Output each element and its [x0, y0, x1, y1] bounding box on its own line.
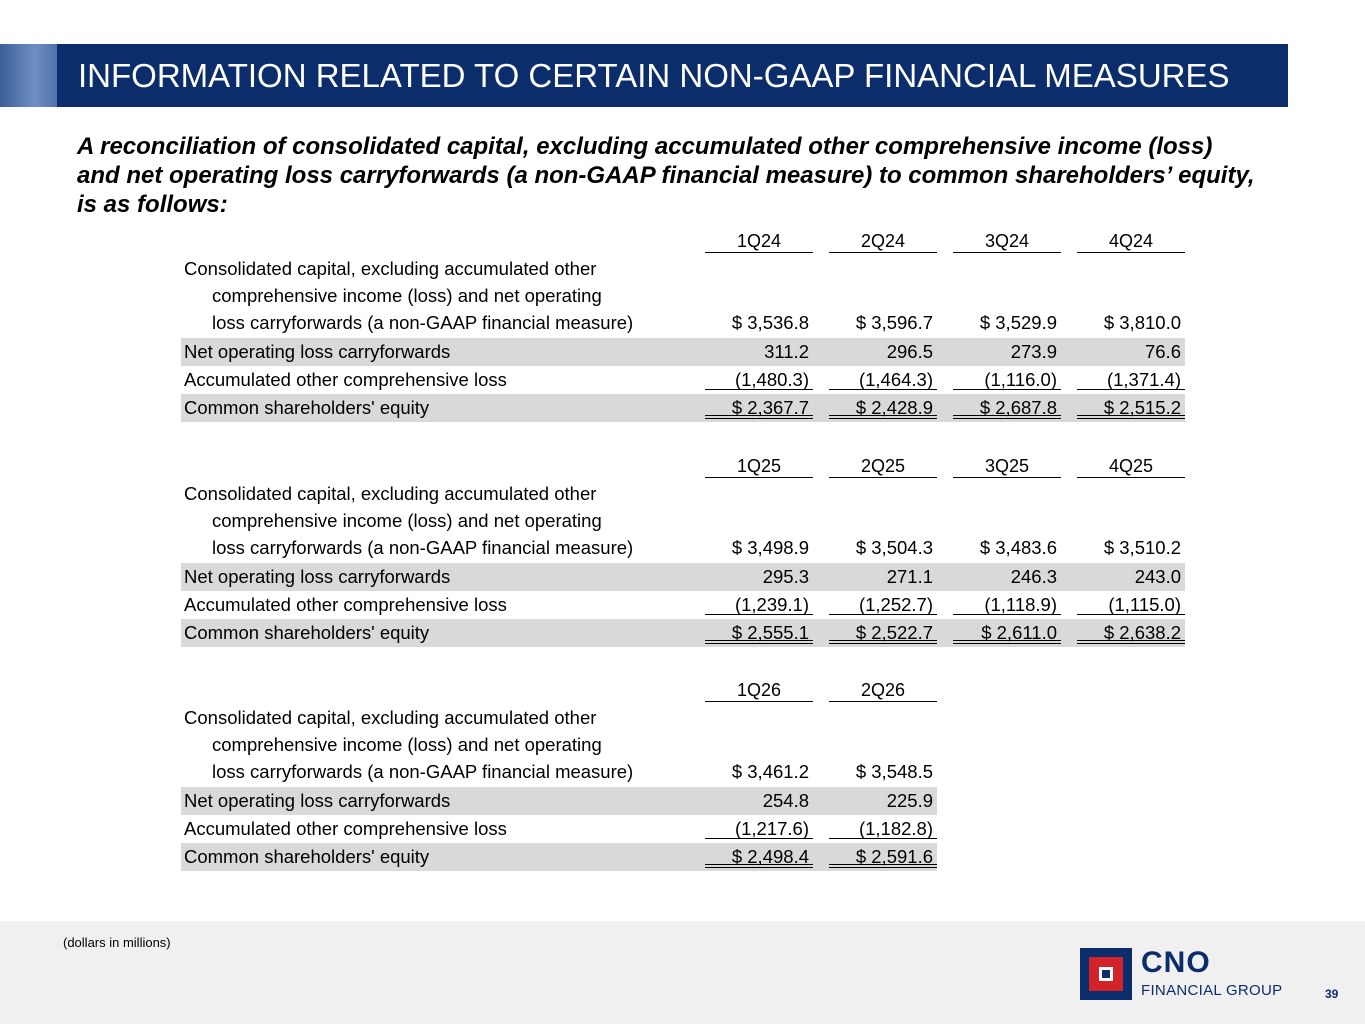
table-cell: (1,115.0) [1077, 591, 1185, 615]
reconciliation-table: 1Q25 2Q25 3Q25 4Q25 Consolidated capital, ex… [181, 455, 1191, 647]
row-label: Accumulated other comprehensive loss [184, 594, 507, 615]
title-bar: INFORMATION RELATED TO CERTAIN NON-GAAP … [0, 44, 1288, 107]
table-cell: (1,116.0) [953, 366, 1061, 390]
row-label: Accumulated other comprehensive loss [184, 818, 507, 839]
row-label: loss carryforwards (a non-GAAP financial… [212, 761, 634, 782]
column-header: 4Q24 [1077, 230, 1185, 253]
table-cell: 296.5 [886, 341, 933, 362]
footer: (dollars in millions) CNO FINANCIAL GROU… [0, 921, 1365, 1024]
table-row-aoci: Accumulated other comprehensive loss (1,4… [181, 366, 1191, 394]
column-header: 1Q25 [705, 455, 813, 478]
row-label: Net operating loss carryforwards [184, 790, 451, 811]
table-cell: $ 3,498.9 [731, 537, 809, 558]
column-header: 4Q25 [1077, 455, 1185, 478]
column-header: 2Q26 [829, 679, 937, 702]
table-cell: 246.3 [1010, 566, 1057, 587]
row-label: Consolidated capital, excluding accumula… [184, 258, 597, 279]
row-label: comprehensive income (loss) and net oper… [212, 285, 602, 306]
table-cell: (1,182.8) [829, 815, 937, 839]
row-label: loss carryforwards (a non-GAAP financial… [212, 312, 634, 333]
table-row-nol: Net operating loss carryforwards 311.2 296… [181, 338, 1185, 366]
column-header: 1Q24 [705, 230, 813, 253]
table-cell: $ 3,483.6 [979, 537, 1057, 558]
table-cell: $ 2,687.8 [953, 394, 1061, 419]
row-label: comprehensive income (loss) and net oper… [212, 510, 602, 531]
table-cell: $ 2,498.4 [705, 843, 813, 868]
header-row: 1Q26 2Q26 [181, 679, 1191, 705]
table-row-equity: Common shareholders' equity $ 2,498.4 $ 2,… [181, 843, 937, 871]
table-cell: $ 2,611.0 [953, 619, 1061, 644]
table-row-nol: Net operating loss carryforwards 295.3 271… [181, 563, 1185, 591]
table-cell: $ 3,504.3 [855, 537, 933, 558]
table-cell: 273.9 [1010, 341, 1057, 362]
cno-logo-icon [1080, 948, 1132, 1000]
logo-name: CNO [1141, 946, 1211, 979]
table-cell: (1,217.6) [705, 815, 813, 839]
reconciliation-table: 1Q26 2Q26 Consolidated capital, excluding … [181, 679, 1191, 871]
table-cell: $ 2,515.2 [1077, 394, 1185, 419]
table-cell: $ 2,638.2 [1077, 619, 1185, 644]
table-cell: $ 2,555.1 [705, 619, 813, 644]
table-cell: $ 3,461.2 [731, 761, 809, 782]
column-header: 3Q24 [953, 230, 1061, 253]
table-row-consolidated-capital: Consolidated capital, excluding accumula… [181, 705, 1191, 787]
table-cell: 271.1 [886, 566, 933, 587]
table-cell: (1,239.1) [705, 591, 813, 615]
row-label: Consolidated capital, excluding accumula… [184, 483, 597, 504]
table-cell: 243.0 [1134, 566, 1181, 587]
page-title: INFORMATION RELATED TO CERTAIN NON-GAAP … [78, 57, 1230, 94]
table-row-nol: Net operating loss carryforwards 254.8 225… [181, 787, 937, 815]
footnote: (dollars in millions) [63, 935, 171, 950]
table-cell: $ 3,529.9 [979, 312, 1057, 333]
table-cell: $ 3,536.8 [731, 312, 809, 333]
logo-subtitle: FINANCIAL GROUP [1141, 982, 1283, 999]
row-label: Common shareholders' equity [184, 397, 430, 418]
table-cell: (1,252.7) [829, 591, 937, 615]
row-label: Accumulated other comprehensive loss [184, 369, 507, 390]
table-cell: $ 3,548.5 [855, 761, 933, 782]
table-cell: $ 2,522.7 [829, 619, 937, 644]
row-label: loss carryforwards (a non-GAAP financial… [212, 537, 634, 558]
table-row-aoci: Accumulated other comprehensive loss (1,2… [181, 591, 1191, 619]
intro-text: A reconciliation of consolidated capital… [77, 133, 1255, 218]
table-cell: 254.8 [762, 790, 809, 811]
table-row-consolidated-capital: Consolidated capital, excluding accumula… [181, 481, 1191, 563]
table-cell: 295.3 [762, 566, 809, 587]
row-label: Common shareholders' equity [184, 846, 430, 867]
table-cell: (1,480.3) [705, 366, 813, 390]
header-row: 1Q24 2Q24 3Q24 4Q24 [181, 230, 1191, 256]
table-cell: $ 2,428.9 [829, 394, 937, 419]
row-label: Net operating loss carryforwards [184, 566, 451, 587]
table-cell: (1,464.3) [829, 366, 937, 390]
table-row-consolidated-capital: Consolidated capital, excluding accumula… [181, 256, 1191, 338]
column-header: 3Q25 [953, 455, 1061, 478]
table-cell: $ 3,596.7 [855, 312, 933, 333]
table-row-equity: Common shareholders' equity $ 2,555.1 $ 2,… [181, 619, 1185, 647]
title-accent [0, 44, 57, 107]
row-label: comprehensive income (loss) and net oper… [212, 734, 602, 755]
column-header: 1Q26 [705, 679, 813, 702]
table-cell: $ 2,591.6 [829, 843, 937, 868]
table-cell: $ 2,367.7 [705, 394, 813, 419]
header-row: 1Q25 2Q25 3Q25 4Q25 [181, 455, 1191, 481]
row-label: Net operating loss carryforwards [184, 341, 451, 362]
table-row-aoci: Accumulated other comprehensive loss (1,2… [181, 815, 1191, 843]
column-header: 2Q24 [829, 230, 937, 253]
table-cell: $ 3,510.2 [1103, 537, 1181, 558]
table-cell: 76.6 [1144, 341, 1181, 362]
row-label: Common shareholders' equity [184, 622, 430, 643]
reconciliation-table: 1Q24 2Q24 3Q24 4Q24 Consolidated capital, ex… [181, 230, 1191, 422]
column-header: 2Q25 [829, 455, 937, 478]
table-cell: $ 3,810.0 [1103, 312, 1181, 333]
row-label: Consolidated capital, excluding accumula… [184, 707, 597, 728]
table-cell: (1,371.4) [1077, 366, 1185, 390]
table-cell: (1,118.9) [953, 591, 1061, 615]
table-row-equity: Common shareholders' equity $ 2,367.7 $ 2,… [181, 394, 1185, 422]
table-cell: 225.9 [886, 790, 933, 811]
table-cell: 311.2 [764, 341, 809, 362]
page-number: 39 [1325, 987, 1339, 1001]
